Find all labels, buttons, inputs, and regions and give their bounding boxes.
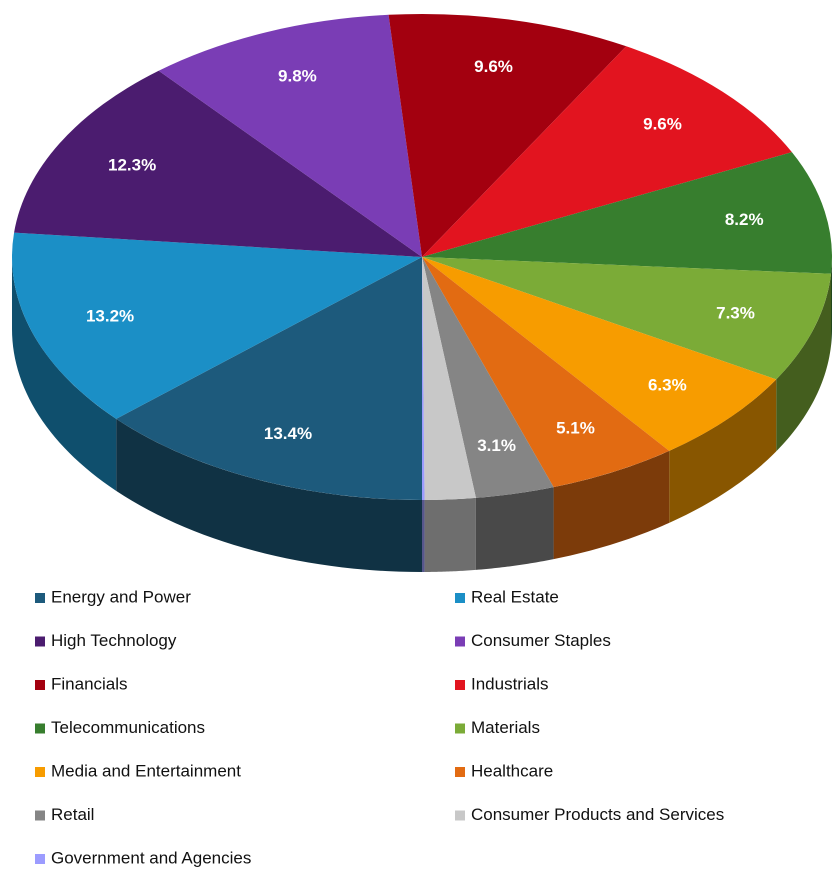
data-label: 8.2% xyxy=(725,210,764,229)
legend-label: Real Estate xyxy=(471,587,559,606)
legend-swatch xyxy=(455,767,465,777)
legend-label: Materials xyxy=(471,718,540,737)
slice-side xyxy=(475,487,554,570)
legend-label: Consumer Products and Services xyxy=(471,805,724,824)
data-label: 13.4% xyxy=(264,424,312,443)
slice xyxy=(422,257,476,500)
slice xyxy=(422,257,425,500)
slice xyxy=(158,14,423,257)
legend-label: Government and Agencies xyxy=(51,848,251,867)
legend-swatch xyxy=(455,723,465,734)
legend-swatch xyxy=(35,636,45,647)
legend-swatch xyxy=(455,680,465,690)
slice-side xyxy=(831,257,832,346)
slice xyxy=(14,70,423,257)
legend-swatch xyxy=(35,680,45,690)
slice xyxy=(422,257,670,488)
legend-label: Industrials xyxy=(471,674,548,693)
legend-label: Financials xyxy=(51,674,128,693)
slice xyxy=(422,152,832,274)
legend-label: Healthcare xyxy=(471,761,553,780)
legend-swatch xyxy=(35,810,45,821)
slice xyxy=(11,232,422,419)
legend-swatch xyxy=(455,593,465,603)
slice-side xyxy=(424,497,476,572)
slice-side xyxy=(422,499,425,572)
slice xyxy=(422,257,554,498)
legend-swatch xyxy=(455,636,465,647)
legend-label: High Technology xyxy=(51,631,177,650)
slice xyxy=(422,46,792,257)
data-label: 9.8% xyxy=(278,67,317,86)
legend-label: Consumer Staples xyxy=(471,631,611,650)
slice xyxy=(422,257,777,451)
legend-swatch xyxy=(35,854,45,864)
data-label: 3.1% xyxy=(477,436,516,455)
slice xyxy=(388,13,627,257)
data-label: 6.3% xyxy=(648,376,687,395)
data-label: 5.1% xyxy=(556,418,595,437)
legend-swatch xyxy=(35,723,45,734)
slice-side xyxy=(12,257,117,491)
slice-side xyxy=(669,379,777,523)
data-label: 9.6% xyxy=(643,114,682,133)
data-label: 7.3% xyxy=(716,304,755,323)
legend-label: Telecommunications xyxy=(51,718,205,737)
legend-swatch xyxy=(35,767,45,777)
slice-side xyxy=(553,450,670,560)
data-label: 12.3% xyxy=(108,156,156,175)
slice xyxy=(116,257,423,500)
slice-side xyxy=(116,418,423,572)
data-label: 9.6% xyxy=(474,57,513,76)
data-label: 13.2% xyxy=(86,307,134,326)
legend-swatch xyxy=(35,593,45,603)
legend-label: Retail xyxy=(51,805,94,824)
legend-label: Media and Entertainment xyxy=(51,761,241,780)
legend-swatch xyxy=(455,810,465,821)
legend-label: Energy and Power xyxy=(51,587,191,606)
slice xyxy=(422,257,832,380)
slice-side xyxy=(776,273,832,452)
